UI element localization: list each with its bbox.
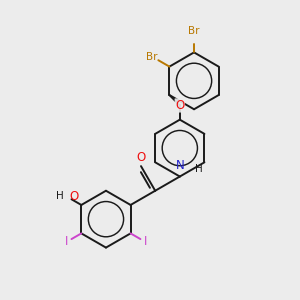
- Text: O: O: [175, 99, 184, 112]
- Text: H: H: [196, 164, 203, 174]
- Text: O: O: [69, 190, 78, 203]
- Text: H: H: [56, 191, 64, 201]
- Text: Br: Br: [188, 26, 200, 36]
- Text: Br: Br: [146, 52, 158, 62]
- Text: O: O: [136, 151, 146, 164]
- Text: N: N: [176, 159, 184, 172]
- Text: I: I: [65, 236, 68, 248]
- Text: I: I: [144, 236, 147, 248]
